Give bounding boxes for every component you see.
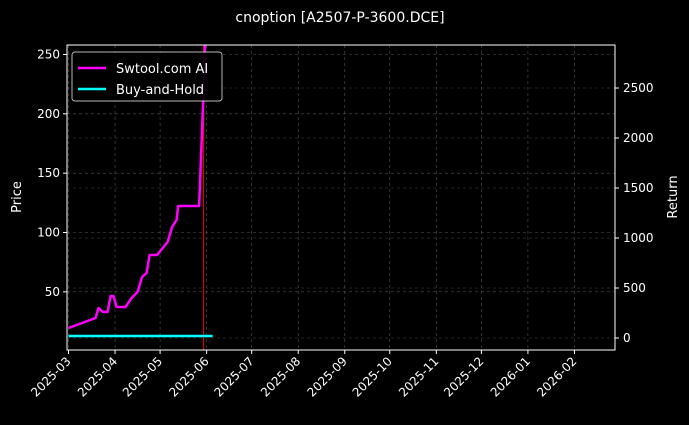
series-line-swtool-com-ai — [68, 45, 207, 330]
x-tick-label: 2025-10 — [350, 354, 395, 399]
x-tick-label: 2025-05 — [120, 354, 165, 399]
x-tick-label: 2025-08 — [258, 354, 303, 399]
x-tick-label: 2025-11 — [396, 354, 441, 399]
x-tick-label: 2026-02 — [534, 354, 579, 399]
chart-title: cnoption [A2507-P-3600.DCE] — [235, 10, 444, 26]
y2-tick-label: 1500 — [623, 181, 654, 195]
x-tick-label: 2025-12 — [441, 354, 486, 399]
x-tick-label: 2025-03 — [28, 354, 73, 399]
y2-tick-label: 2000 — [623, 131, 654, 145]
y2-tick-label: 500 — [623, 281, 646, 295]
y-tick-label: 200 — [37, 107, 60, 121]
x-tick-label: 2025-07 — [211, 354, 256, 399]
axes-frame — [66, 44, 616, 351]
y-tick-label: 250 — [37, 47, 60, 61]
y-tick-label: 150 — [37, 166, 60, 180]
legend-label-ai: Swtool.com AI — [116, 62, 208, 77]
x-tick-label: 2025-04 — [75, 354, 120, 399]
x-tick-label: 2025-06 — [166, 354, 211, 399]
y-axis-label: Price — [10, 181, 25, 213]
x-tick-label: 2025-09 — [305, 354, 350, 399]
legend: Swtool.com AI Buy-and-Hold — [71, 51, 223, 102]
y-tick-label: 50 — [45, 285, 60, 299]
y-tick-label: 100 — [37, 226, 60, 240]
y2-tick-label: 1000 — [623, 231, 654, 245]
y2-axis-label: Return — [666, 175, 681, 218]
x-tick-label: 2026-01 — [488, 354, 533, 399]
y2-tick-label: 0 — [623, 331, 631, 345]
grid — [67, 45, 615, 350]
y2-tick-label: 2500 — [623, 81, 654, 95]
legend-label-bh: Buy-and-Hold — [116, 83, 204, 98]
